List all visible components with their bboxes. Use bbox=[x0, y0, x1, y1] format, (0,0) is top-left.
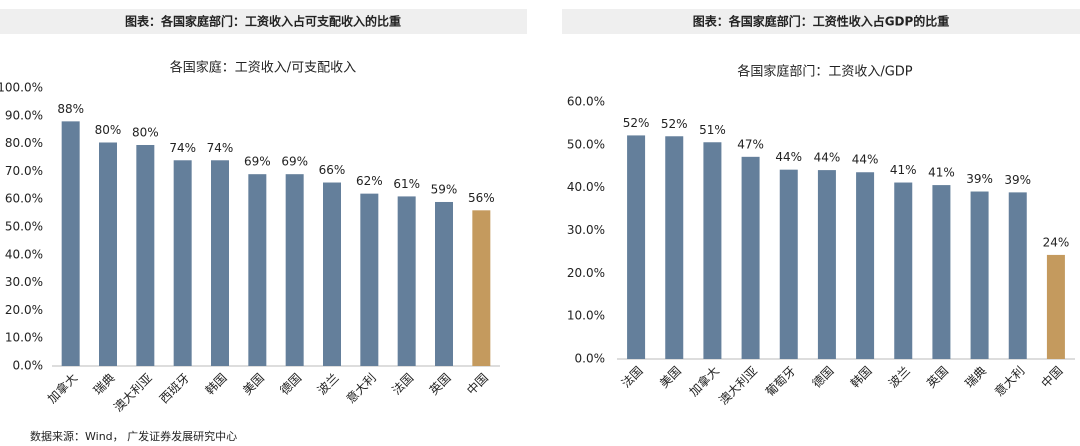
y-tick-label: 20.0% bbox=[5, 303, 43, 317]
data-label: 80% bbox=[132, 125, 159, 139]
data-label: 66% bbox=[319, 163, 346, 177]
x-tick-label: 澳大利亚 bbox=[111, 371, 155, 415]
bar bbox=[665, 136, 684, 359]
bar bbox=[817, 170, 836, 359]
data-label: 69% bbox=[281, 155, 308, 169]
bar bbox=[99, 142, 117, 366]
bar bbox=[248, 174, 267, 366]
data-label: 39% bbox=[1004, 173, 1031, 187]
x-tick-label: 美国 bbox=[240, 371, 267, 398]
y-tick-label: 40.0% bbox=[5, 247, 43, 261]
data-label: 44% bbox=[814, 151, 841, 165]
x-tick-label: 瑞典 bbox=[91, 371, 118, 398]
x-tick-label: 英国 bbox=[924, 364, 951, 391]
y-tick-label: 50.0% bbox=[5, 220, 43, 234]
x-tick-label: 意大利 bbox=[991, 363, 1027, 399]
x-tick-label: 韩国 bbox=[202, 370, 230, 398]
y-tick-label: 20.0% bbox=[567, 266, 605, 280]
bar bbox=[894, 182, 913, 359]
x-tick-label: 加拿大 bbox=[686, 363, 722, 399]
bar bbox=[970, 191, 989, 359]
x-tick-label: 德国 bbox=[809, 363, 837, 391]
bar bbox=[627, 135, 646, 359]
bar bbox=[323, 182, 341, 366]
x-tick-label: 中国 bbox=[1038, 363, 1066, 391]
data-label: 52% bbox=[623, 116, 650, 130]
bar bbox=[360, 193, 379, 366]
data-label: 61% bbox=[393, 177, 420, 191]
y-tick-label: 60.0% bbox=[5, 192, 43, 206]
y-tick-label: 10.0% bbox=[567, 309, 605, 323]
data-label: 41% bbox=[928, 166, 955, 180]
panel-heading: 图表：各国家庭部门：工资性收入占GDP的比重 bbox=[693, 14, 950, 29]
x-tick-label: 意大利 bbox=[343, 370, 379, 406]
bar bbox=[779, 169, 798, 359]
x-tick-label: 加拿大 bbox=[44, 370, 80, 406]
bar bbox=[1046, 254, 1065, 359]
source-note: 数据来源：Wind， 广发证券发展研究中心 bbox=[30, 429, 237, 443]
x-tick-label: 西班牙 bbox=[157, 371, 192, 406]
bar bbox=[472, 210, 491, 366]
y-tick-label: 10.0% bbox=[5, 331, 43, 345]
bar bbox=[1008, 192, 1027, 359]
bar bbox=[61, 121, 80, 366]
data-label: 88% bbox=[57, 102, 84, 116]
data-label: 69% bbox=[244, 155, 271, 169]
bar bbox=[136, 144, 155, 366]
data-label: 44% bbox=[775, 150, 802, 164]
data-label: 47% bbox=[737, 137, 764, 151]
data-label: 62% bbox=[356, 174, 383, 188]
y-tick-label: 70.0% bbox=[5, 164, 43, 178]
data-label: 24% bbox=[1043, 235, 1070, 249]
x-tick-label: 澳大利亚 bbox=[716, 364, 760, 408]
data-label: 74% bbox=[207, 141, 234, 155]
x-tick-label: 中国 bbox=[463, 370, 491, 398]
x-tick-label: 波兰 bbox=[315, 371, 342, 398]
data-label: 52% bbox=[661, 117, 688, 131]
x-tick-label: 葡萄牙 bbox=[763, 364, 798, 399]
header-bar bbox=[0, 9, 527, 34]
chart-title: 各国家庭：工资收入/可支配收入 bbox=[170, 60, 356, 76]
data-label: 44% bbox=[852, 153, 879, 167]
bar bbox=[211, 160, 229, 366]
y-tick-label: 80.0% bbox=[5, 136, 43, 150]
data-label: 56% bbox=[468, 191, 495, 205]
x-tick-label: 美国 bbox=[657, 364, 684, 391]
bar bbox=[703, 142, 722, 359]
x-tick-label: 韩国 bbox=[847, 363, 875, 391]
chart-title: 各国家庭部门：工资收入/GDP bbox=[737, 64, 912, 80]
data-label: 59% bbox=[431, 182, 458, 196]
y-tick-label: 60.0% bbox=[567, 95, 605, 109]
x-tick-label: 法国 bbox=[619, 364, 646, 391]
bar bbox=[285, 174, 304, 366]
y-tick-label: 90.0% bbox=[5, 108, 43, 122]
panel-heading: 图表：各国家庭部门：工资收入占可支配收入的比重 bbox=[125, 14, 401, 29]
y-tick-label: 30.0% bbox=[5, 275, 43, 289]
x-tick-label: 波兰 bbox=[886, 364, 913, 391]
bar bbox=[397, 196, 416, 366]
x-tick-label: 瑞典 bbox=[962, 364, 989, 391]
x-tick-label: 法国 bbox=[389, 371, 416, 398]
x-tick-label: 德国 bbox=[277, 370, 305, 398]
y-tick-label: 0.0% bbox=[13, 359, 44, 373]
y-tick-label: 100.0% bbox=[0, 81, 43, 95]
data-label: 74% bbox=[169, 141, 196, 155]
y-tick-label: 40.0% bbox=[567, 180, 605, 194]
header-bar bbox=[562, 9, 1080, 34]
y-tick-label: 0.0% bbox=[575, 352, 606, 366]
x-tick-label: 英国 bbox=[427, 371, 454, 398]
bar bbox=[856, 172, 875, 359]
data-label: 41% bbox=[890, 163, 917, 177]
data-label: 51% bbox=[699, 123, 726, 137]
bar bbox=[173, 160, 192, 366]
bar bbox=[435, 201, 453, 366]
bar bbox=[932, 185, 951, 359]
y-tick-label: 30.0% bbox=[567, 223, 605, 237]
data-label: 80% bbox=[95, 123, 122, 137]
bar bbox=[741, 156, 760, 359]
y-tick-label: 50.0% bbox=[567, 137, 605, 151]
data-label: 39% bbox=[966, 172, 993, 186]
